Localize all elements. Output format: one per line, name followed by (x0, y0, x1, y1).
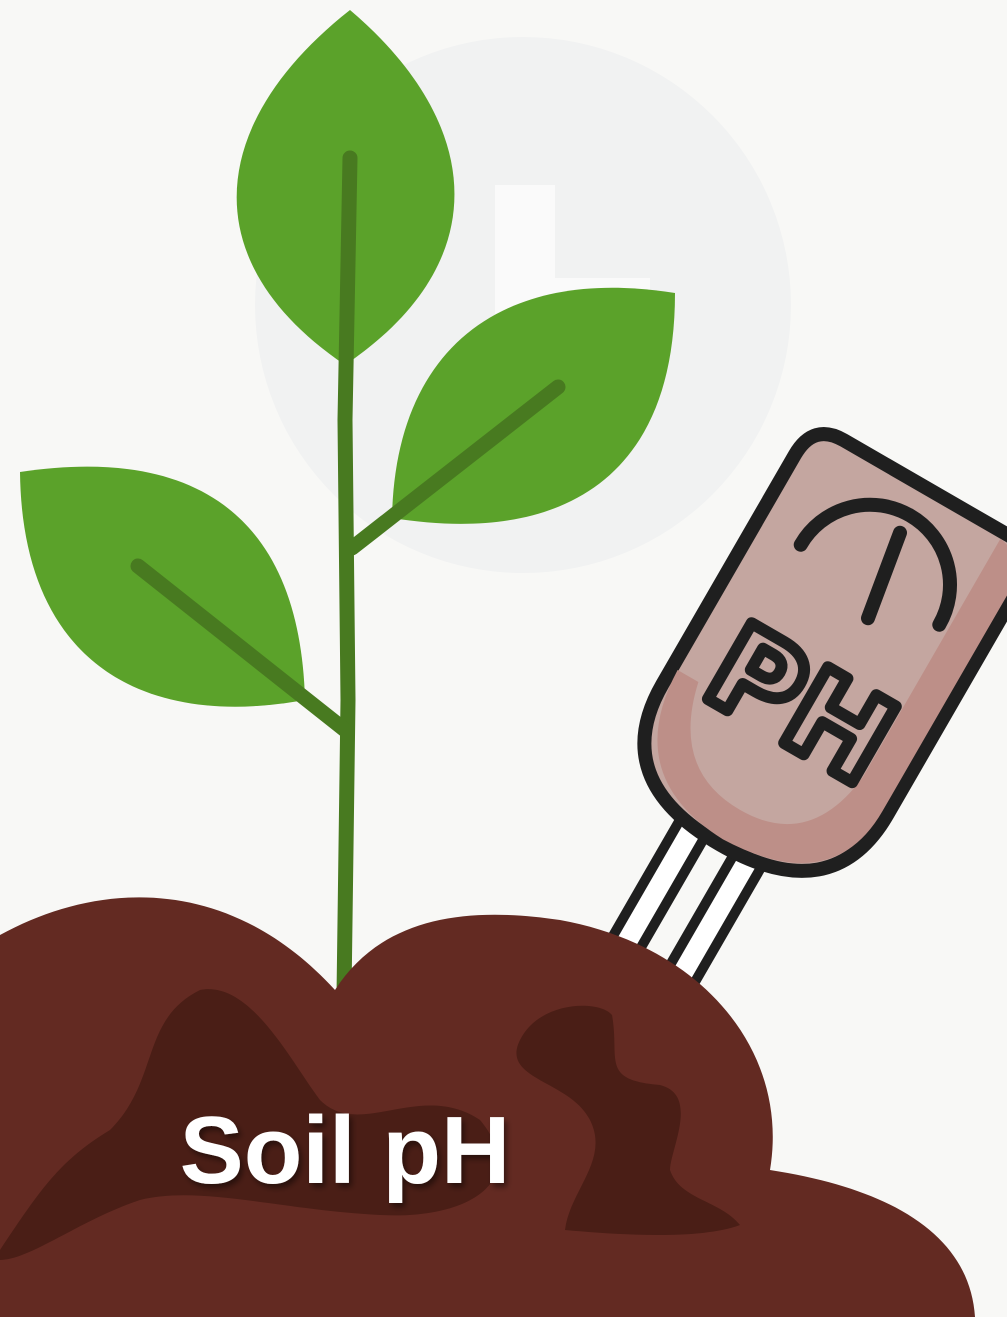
title: Soil pH (180, 1097, 511, 1204)
illustration: PH Soil pH (0, 0, 1007, 1317)
